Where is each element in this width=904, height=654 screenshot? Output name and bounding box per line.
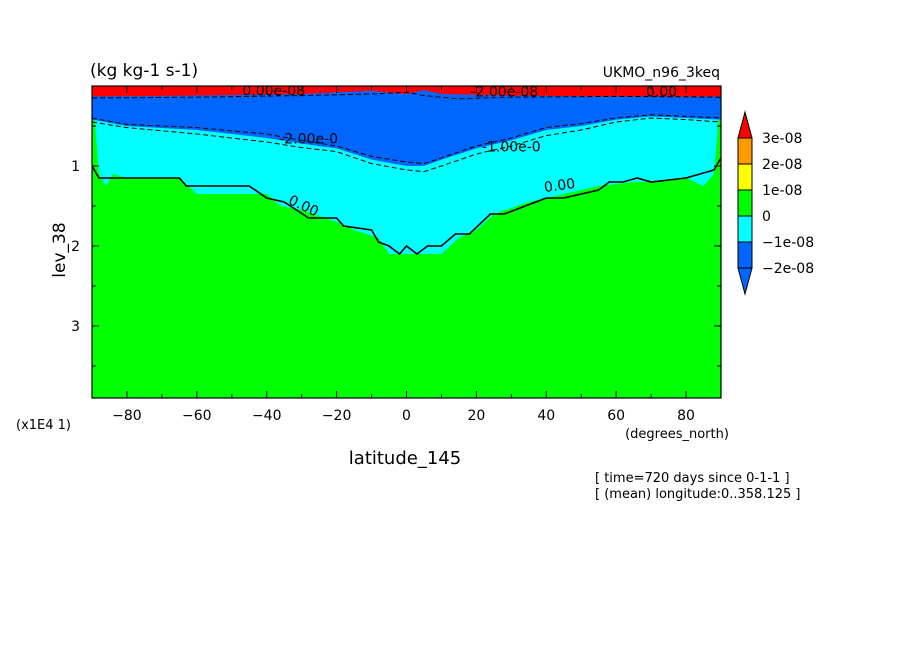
y-tick-label: 1: [71, 159, 80, 175]
contour-line-2: [92, 114, 721, 165]
x-tick-label: −80: [112, 408, 142, 424]
legend-swatch: [737, 189, 753, 217]
y-axis-label: lev_38: [50, 222, 70, 277]
y-tick-label: 3: [71, 319, 80, 335]
model-label: UKMO_n96_3keq: [603, 65, 720, 81]
legend-top-arrow: [737, 110, 753, 139]
x-tick-label: 0: [402, 408, 411, 424]
legend-swatch: [737, 215, 753, 243]
legend-label: −1e-08: [762, 235, 814, 251]
longitude-note: [ (mean) longitude:0..358.125 ]: [595, 487, 800, 502]
axes: −80 −60 −40 −20 0 20 40 60 80 1 2 3: [71, 85, 722, 424]
x-units-label: (degrees_north): [625, 427, 729, 442]
field-group: 0.000.000.000.00e-08-2.00e-0 -1.00e-0-2.0…: [92, 84, 721, 398]
y-tick-label: 2: [71, 239, 80, 255]
contour-label-4: -2.00e-0: [279, 132, 338, 148]
legend-swatch: [737, 137, 753, 165]
contour-label-6: -2.00e-08: [470, 84, 538, 100]
time-note: [ time=720 days since 0-1-1 ]: [595, 471, 790, 486]
legend-swatch: [737, 241, 753, 269]
region-blue: [92, 86, 721, 166]
x-tick-label: 20: [467, 408, 485, 424]
x-tick-label: −60: [182, 408, 212, 424]
x-axis-label: latitude_145: [349, 448, 461, 469]
contour-line-0: [92, 157, 721, 256]
x-tick-label: 60: [607, 408, 625, 424]
legend-label: 2e-08: [762, 157, 802, 173]
legend-bottom-arrow: [737, 267, 753, 296]
x-tick-label: 40: [537, 408, 555, 424]
contour-line-3: [92, 91, 721, 100]
color-legend: 3e-08 2e-08 1e-08 0 −1e-08 −2e-08: [737, 110, 814, 296]
legend-label: 0: [762, 209, 771, 225]
contour-label-2: 0.00: [646, 84, 677, 100]
legend-swatch: [737, 163, 753, 191]
contour-line-1: [92, 117, 721, 173]
y-multiplier-label: (x1E4 1): [16, 418, 71, 433]
contour-label-3: 0.00e-08: [242, 84, 305, 100]
x-tick-label: −40: [252, 408, 282, 424]
x-tick-label: 80: [677, 408, 695, 424]
legend-label: 1e-08: [762, 183, 802, 199]
units-title: (kg kg-1 s-1): [90, 61, 198, 81]
legend-label: −2e-08: [762, 261, 814, 277]
plot-area: 0.000.000.000.00e-08-2.00e-0 -1.00e-0-2.0…: [92, 84, 721, 398]
legend-label: 3e-08: [762, 131, 802, 147]
contour-label-1: 0.00: [543, 176, 576, 196]
x-tick-label: −20: [322, 408, 352, 424]
contour-label-5: -1.00e-0: [482, 140, 541, 156]
